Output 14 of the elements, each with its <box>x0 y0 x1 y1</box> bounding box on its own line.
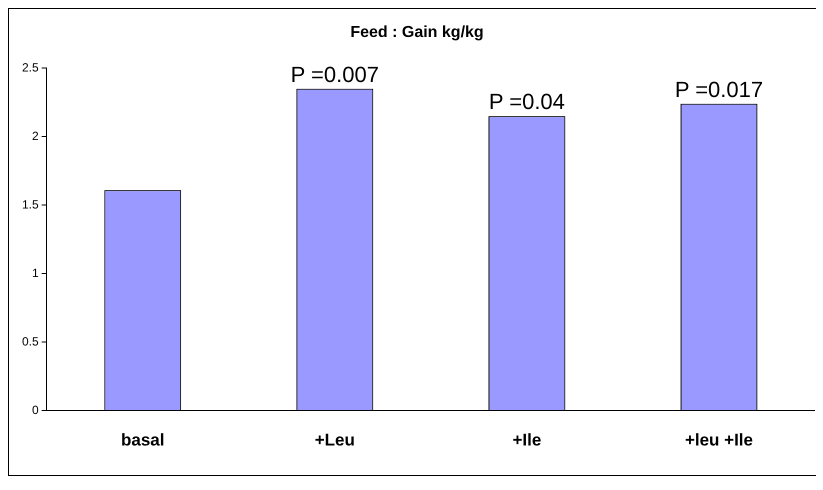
x-tick-label: basal <box>120 430 164 450</box>
y-tick-label: 2 <box>32 128 39 143</box>
y-tick-label: 2.5 <box>22 60 39 75</box>
x-tick-label: +leu +Ile <box>684 430 753 450</box>
y-tick-label: 0 <box>32 402 39 417</box>
y-tick-label: 0.5 <box>22 334 39 348</box>
y-tick-label: 1.5 <box>22 197 39 212</box>
x-tick-label: +Ile <box>512 430 542 450</box>
chart-title: Feed : Gain kg/kg <box>350 24 484 42</box>
y-tick-label: 1 <box>32 266 39 280</box>
x-tick-label: +Leu <box>314 430 355 450</box>
annotation: P =0.04 <box>488 89 565 114</box>
annotation: P =0.017 <box>674 76 764 102</box>
annotation: P =0.007 <box>290 62 379 87</box>
